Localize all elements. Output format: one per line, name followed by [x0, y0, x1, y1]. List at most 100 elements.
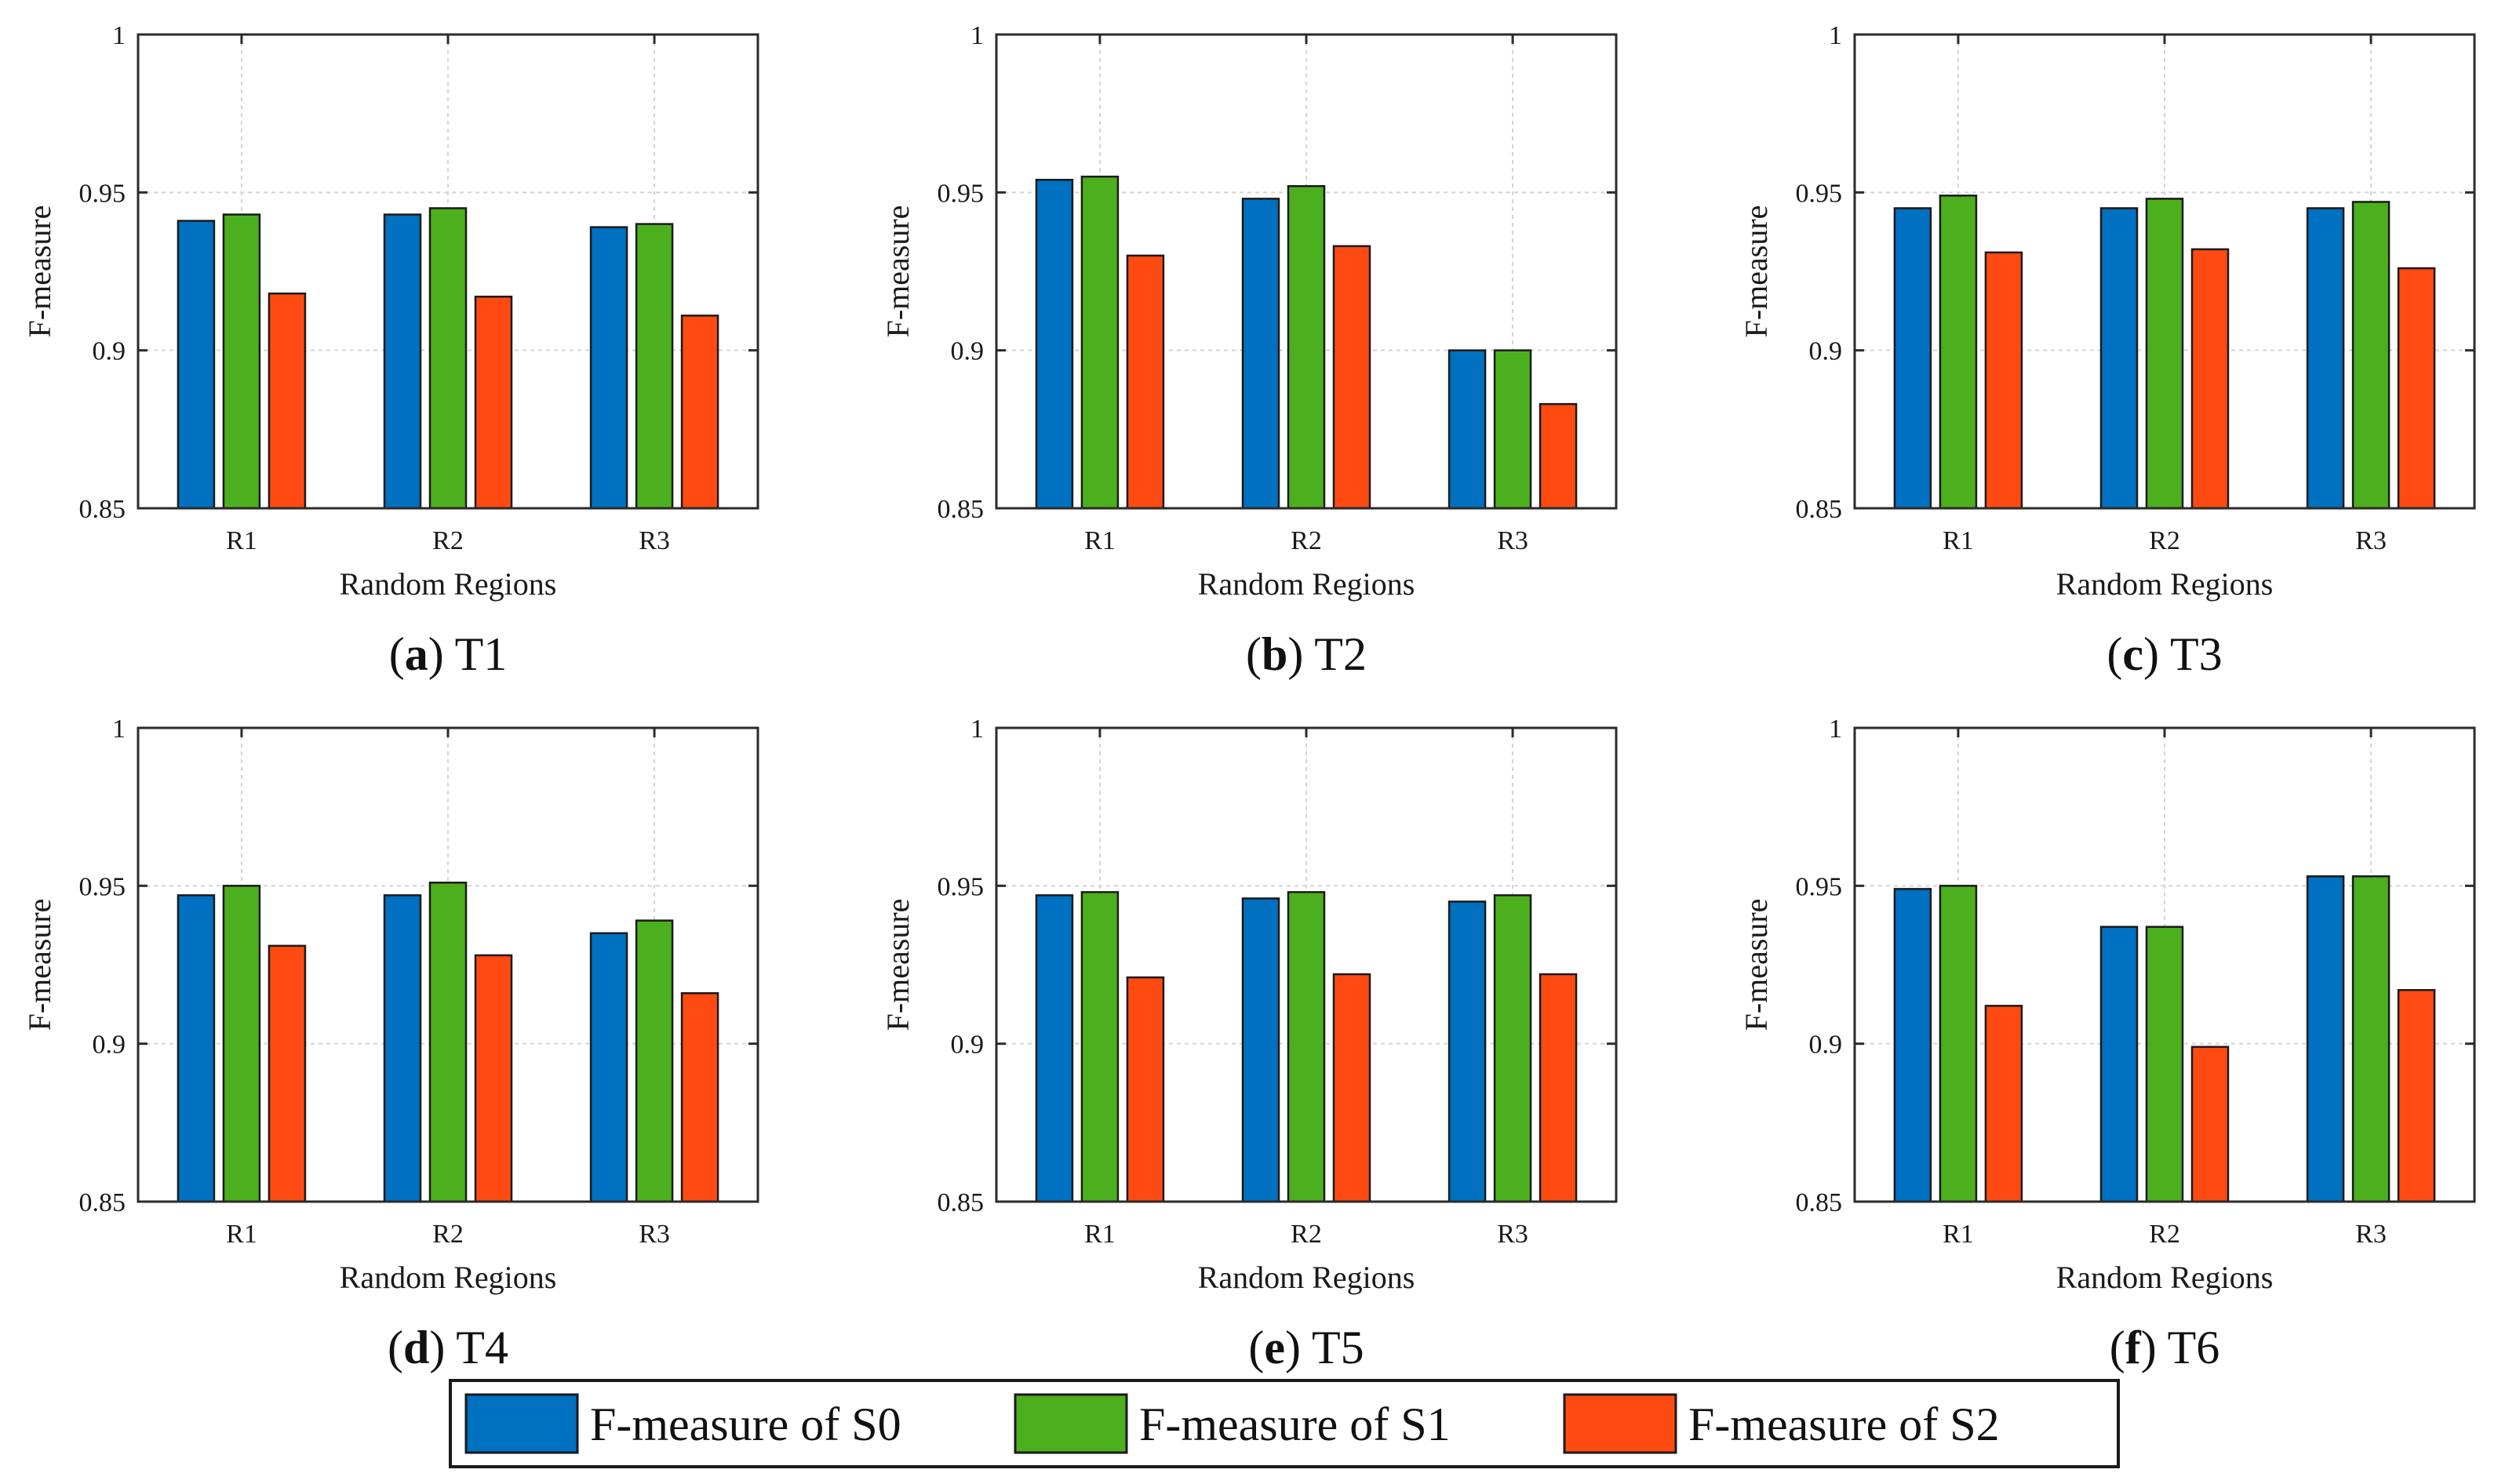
- y-axis-label: F-measure: [1739, 899, 1774, 1031]
- bar-a-r1-s1: [222, 213, 261, 510]
- panel-letter: f: [2125, 1322, 2142, 1373]
- y-tick-label: 0.85: [79, 495, 126, 524]
- bar-c-r1-s1: [1939, 195, 1978, 510]
- bar-d-r3-s2: [680, 991, 719, 1203]
- x-tick-label: R2: [1291, 1220, 1322, 1249]
- chart-panel-f: 0.85 0.9 0.95 1 R1 R2 R3 Random Regions F-measur…: [1739, 715, 2476, 1373]
- y-axis-label: F-measure: [22, 899, 57, 1031]
- y-axis-label: F-measure: [1739, 206, 1774, 338]
- bar-e-r2-s1: [1287, 891, 1326, 1203]
- y-tick-label: 0.95: [938, 179, 985, 208]
- panel-letter: a: [405, 628, 428, 680]
- bar-d-r2-s2: [474, 954, 513, 1203]
- bar-d-r1-s0: [177, 894, 216, 1203]
- x-axis-label: Random Regions: [340, 1260, 557, 1295]
- x-tick-label: R3: [1497, 1220, 1528, 1249]
- panel-title: T4: [456, 1322, 508, 1373]
- bar-f-r2-s1: [2145, 926, 2184, 1203]
- bar-e-r1-s0: [1035, 894, 1074, 1203]
- axes-frame: [1853, 33, 2476, 510]
- legend-swatch-s0: [464, 1393, 579, 1454]
- y-tick-label: 0.85: [938, 495, 985, 524]
- x-tick-label: R3: [2355, 526, 2387, 555]
- bar-d-r3-s0: [589, 932, 628, 1203]
- legend-label-s0: F-measure of S0: [590, 1399, 901, 1450]
- bar-d-r3-s1: [635, 919, 674, 1203]
- panel-title: T1: [455, 628, 508, 680]
- bar-b-r1-s2: [1126, 254, 1165, 510]
- panel-letter: c: [2122, 628, 2143, 680]
- bar-c-r2-s1: [2145, 198, 2184, 510]
- bar-d-r2-s1: [428, 882, 468, 1203]
- y-tick-label: 0.9: [93, 1031, 126, 1060]
- x-tick-label: R1: [226, 1220, 257, 1249]
- y-axis-label: F-measure: [880, 899, 916, 1031]
- legend-swatch-s2: [1563, 1393, 1677, 1454]
- y-tick-label: 0.85: [938, 1188, 985, 1217]
- legend-swatch-s1: [1014, 1393, 1128, 1454]
- x-axis-label: Random Regions: [1198, 566, 1415, 602]
- y-tick-label: 1: [112, 715, 126, 744]
- bar-c-r3-s1: [2351, 201, 2391, 510]
- panel-letter: b: [1262, 628, 1287, 680]
- y-tick-label: 0.95: [79, 872, 126, 901]
- bar-a-r2-s1: [428, 207, 468, 510]
- bar-b-r3-s0: [1447, 349, 1487, 510]
- x-tick-label: R1: [1084, 1220, 1116, 1249]
- bar-e-r3-s1: [1493, 894, 1532, 1203]
- bar-d-r1-s2: [268, 944, 307, 1203]
- x-axis-label: Random Regions: [2056, 566, 2274, 602]
- bar-e-r2-s0: [1241, 897, 1280, 1203]
- bar-b-r3-s2: [1538, 402, 1578, 510]
- bar-c-r1-s2: [1984, 251, 2023, 510]
- bar-e-r3-s2: [1538, 973, 1578, 1203]
- bar-c-r2-s2: [2190, 248, 2230, 510]
- bar-a-r2-s0: [383, 213, 422, 510]
- axes-frame: [1853, 726, 2476, 1203]
- x-tick-label: R1: [226, 526, 257, 555]
- bar-b-r1-s0: [1035, 178, 1074, 510]
- chart-panel-c: 0.85 0.9 0.95 1 R1 R2 R3 Random Regions F-measur…: [1739, 21, 2476, 680]
- chart-panel-d: 0.85 0.9 0.95 1 R1 R2 R3 Random Regions F-measur…: [22, 715, 759, 1373]
- axes-frame: [995, 33, 1618, 510]
- x-tick-label: R3: [639, 526, 670, 555]
- bar-c-r3-s2: [2397, 267, 2436, 510]
- bar-e-r1-s1: [1080, 891, 1120, 1203]
- legend: F-measure of S0 F-measure of S1 F-measure …: [449, 1379, 2120, 1468]
- y-tick-label: 0.9: [1809, 1031, 1843, 1060]
- bar-f-r2-s0: [2099, 926, 2139, 1203]
- panel-caption: (b) T2: [1246, 628, 1367, 680]
- bar-a-r1-s0: [177, 220, 216, 510]
- bar-b-r2-s1: [1287, 185, 1326, 510]
- bar-f-r2-s2: [2190, 1046, 2230, 1203]
- panel-caption: (d) T4: [388, 1322, 508, 1373]
- bar-f-r3-s1: [2351, 875, 2391, 1203]
- y-tick-label: 0.9: [93, 337, 126, 366]
- axes-frame: [137, 33, 759, 510]
- y-tick-label: 0.85: [79, 1188, 126, 1217]
- bar-f-r1-s1: [1939, 885, 1978, 1203]
- bar-a-r3-s0: [589, 226, 628, 510]
- panel-letter: d: [403, 1322, 429, 1373]
- x-tick-label: R1: [1943, 526, 1974, 555]
- y-tick-label: 0.95: [1796, 872, 1843, 901]
- bar-f-r3-s2: [2397, 988, 2436, 1203]
- chart-panel-b: 0.85 0.9 0.95 1 R1 R2 R3 Random Regions F-measur…: [880, 21, 1618, 680]
- y-tick-label: 1: [1829, 21, 1842, 50]
- x-tick-label: R2: [2149, 526, 2180, 555]
- y-tick-label: 0.95: [1796, 179, 1843, 208]
- bar-d-r1-s1: [222, 885, 261, 1203]
- bar-a-r1-s2: [268, 292, 307, 510]
- axes-frame: [995, 726, 1618, 1203]
- x-tick-label: R2: [2149, 1220, 2180, 1249]
- bar-b-r2-s2: [1332, 245, 1371, 510]
- bar-d-r2-s0: [383, 894, 422, 1203]
- bar-e-r2-s2: [1332, 973, 1371, 1203]
- legend-label-s1: F-measure of S1: [1139, 1399, 1451, 1450]
- bar-b-r2-s0: [1241, 198, 1280, 510]
- x-tick-label: R3: [2355, 1220, 2387, 1249]
- x-tick-label: R1: [1084, 526, 1116, 555]
- axes-frame: [137, 726, 759, 1203]
- y-tick-label: 0.85: [1796, 495, 1843, 524]
